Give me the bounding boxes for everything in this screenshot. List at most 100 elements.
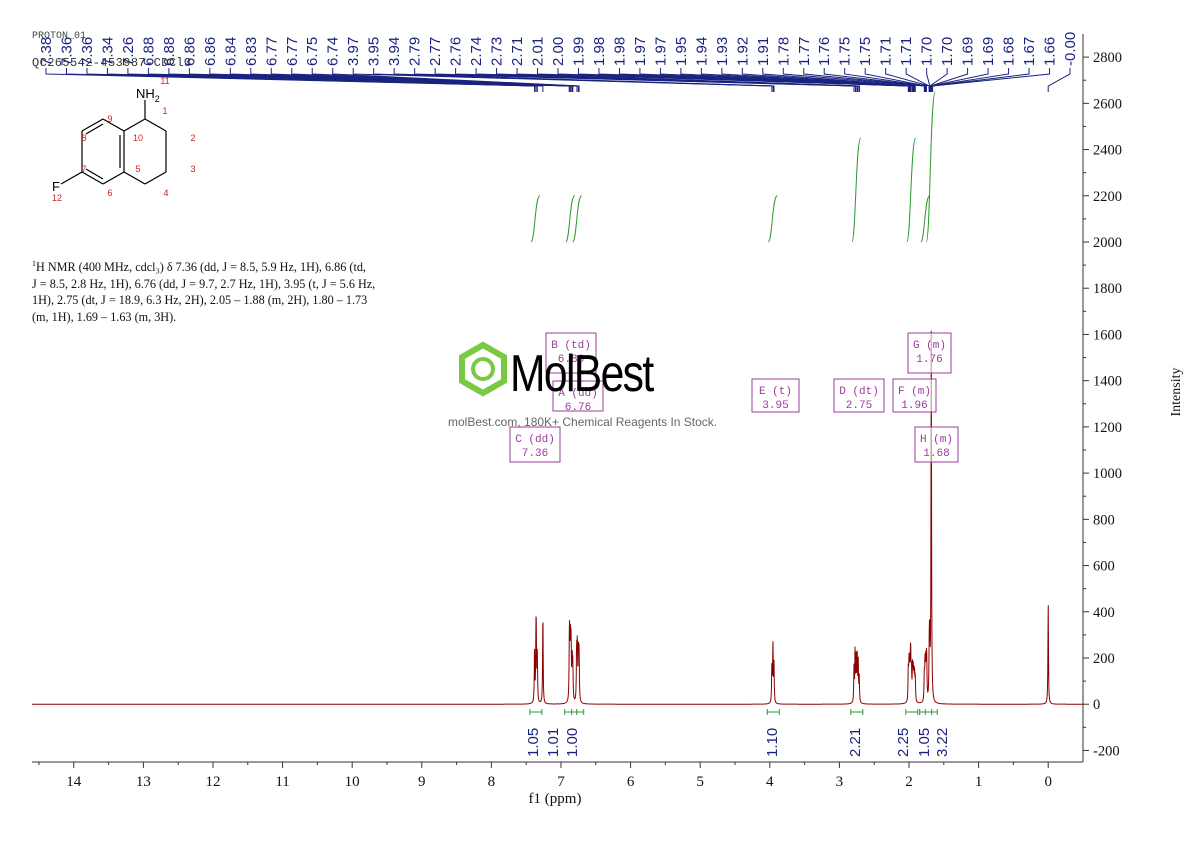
x-tick-label: 4 [766,774,774,790]
peak-label: 6.86 [202,37,219,66]
atom-number: 3 [190,164,195,174]
peak-label: 1.70 [919,37,936,66]
peak-connector [741,68,916,92]
x-tick-label: 0 [1044,774,1052,790]
x-tick-label: 11 [275,774,289,790]
multiplet-box [509,426,561,463]
integral-value: 1.00 [564,728,581,757]
nmr-summary-text: 1H NMR (400 MHz, cdcl₃) δ 7.36 (dd, J = … [32,258,376,324]
x-axis-label: f1 (ppm) [529,791,582,807]
integral-curves [530,91,936,243]
multiplet-box [552,380,604,412]
fluorine-label: F [52,179,60,194]
spectrum-trace [32,330,1083,705]
peak-label: 1.98 [611,37,628,66]
peak-label: 1.97 [632,37,649,66]
peak-connector [1047,68,1071,92]
peak-label: 6.77 [263,37,280,66]
atom-number: 7 [81,164,86,174]
integral-value: 1.01 [545,728,562,757]
peak-label: -0.00 [1062,32,1079,66]
integral-value: 2.25 [895,728,912,757]
peak-connector [930,68,989,92]
y-tick-label: 2800 [1093,50,1122,66]
integral-curve [530,195,541,243]
x-tick-label: 9 [418,774,426,790]
atom-number: 4 [163,188,168,198]
peak-label: 1.97 [652,37,669,66]
atom-number: 8 [81,133,86,143]
y-axis: -200 0 200 400 600 800 1000 1200 1400 1600 1800 200… [1082,34,1122,762]
integral-curve [565,195,576,243]
peak-label: 6.74 [325,37,342,66]
peak-label: 2.77 [427,37,444,66]
peak-label: 1.92 [734,37,751,66]
y-tick-label: 600 [1093,559,1115,575]
peak-connector [782,68,925,92]
peak-connector [803,68,926,92]
y-axis-label: Intensity [1169,368,1184,417]
peak-label: 1.95 [673,37,690,66]
integral-curve [572,195,583,243]
y-tick-label: 200 [1093,651,1115,667]
peak-connector [393,68,775,92]
peak-connector [885,68,930,92]
multiplet-label: G (m) [913,340,946,352]
peak-label: 3.95 [366,37,383,66]
watermark-brand: MolBest [510,345,654,403]
multiplet-value: 3.95 [762,400,788,412]
peak-label: 6.77 [284,37,301,66]
y-tick-label: 1200 [1093,420,1122,436]
peak-connector [762,68,916,92]
peak-label: 1.69 [980,37,997,66]
peak-label: 3.94 [386,37,403,66]
peak-connector [930,68,969,92]
peak-label: 1.93 [714,37,731,66]
atom-number: 12 [52,193,62,203]
multiplet-value: 1.68 [923,448,949,460]
y-tick-label: 800 [1093,512,1115,528]
peak-label: 1.76 [816,37,833,66]
peak-connector [905,68,930,92]
spectrum-line [32,330,1083,705]
x-tick-label: 5 [696,774,704,790]
multiplet-value: 6.86 [558,354,584,366]
multiplet-box [751,378,800,413]
multiplet-label: D (dt) [839,386,879,398]
multiplet-label: F (m) [898,386,931,398]
multiplet-value: 2.75 [846,400,872,412]
peak-label: 1.99 [570,37,587,66]
peak-label: 6.88 [161,37,178,66]
y-tick-label: 400 [1093,605,1115,621]
peak-label-row: 7.38 7.36 7.36 7.34 7.26 6.88 6.88 6.86 6.86 6.84… [38,32,1079,92]
y-tick-label: 2000 [1093,235,1122,251]
integral-value: 1.05 [525,728,542,757]
y-tick-label: 1600 [1093,327,1122,343]
multiplet-label: H (m) [920,434,953,446]
x-axis: 14 13 12 11 10 9 8 7 6 5 4 3 2 1 0 [32,761,1083,790]
peak-label: 1.94 [693,37,710,66]
multiplet-label: A (dd) [558,388,598,400]
y-tick-label: 2400 [1093,143,1122,159]
peak-label: 2.74 [468,37,485,66]
peak-label: 1.71 [878,37,895,66]
experiment-name: PROTON_01 [32,31,87,42]
peak-connector [930,68,1010,92]
integral-curve [920,195,931,243]
peak-connector [127,68,544,92]
x-tick-label: 2 [905,774,913,790]
peak-label: 1.71 [898,37,915,66]
multiplet-value: 1.76 [916,354,942,366]
peak-connector [864,68,927,92]
integral-curve [851,137,862,243]
peak-connector [721,68,915,92]
peak-label: 7.34 [99,37,116,66]
y-tick-label: 2600 [1093,96,1122,112]
atom-number: 5 [135,164,140,174]
peak-label: 3.97 [345,37,362,66]
peak-label: 6.84 [222,37,239,66]
integral-value: 3.22 [934,728,951,757]
integral-value: 1.10 [764,728,781,757]
